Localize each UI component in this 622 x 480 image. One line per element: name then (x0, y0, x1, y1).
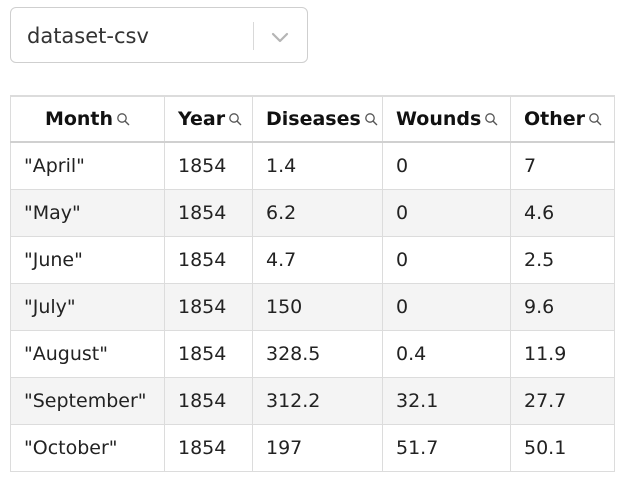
cell-wounds: 0.4 (382, 330, 511, 378)
dataset-select-value: dataset-csv (27, 24, 149, 48)
search-icon[interactable] (484, 112, 498, 126)
cell-wounds: 51.7 (382, 424, 511, 472)
cell-diseases: 328.5 (252, 330, 383, 378)
table-row: "May" 1854 6.2 0 4.6 (10, 189, 615, 237)
cell-month: "July" (10, 283, 165, 331)
cell-diseases: 150 (252, 283, 383, 331)
cell-diseases: 1.4 (252, 141, 383, 190)
dataset-select[interactable]: dataset-csv (10, 7, 308, 63)
column-header-label: Month (44, 108, 114, 130)
search-icon[interactable] (588, 112, 602, 126)
cell-other: 7 (510, 141, 615, 190)
cell-diseases: 197 (252, 424, 383, 472)
column-header-label: Diseases (266, 108, 361, 130)
cell-diseases: 312.2 (252, 377, 383, 425)
header-row: Month Year Diseases Wounds Other (10, 95, 615, 143)
cell-other: 27.7 (510, 377, 615, 425)
search-icon[interactable] (116, 112, 130, 126)
column-header-month[interactable]: Month (10, 95, 165, 143)
cell-wounds: 0 (382, 283, 511, 331)
cell-wounds: 0 (382, 189, 511, 237)
table-row: "August" 1854 328.5 0.4 11.9 (10, 330, 615, 378)
select-divider (253, 22, 254, 50)
cell-month: "October" (10, 424, 165, 472)
table-row: "October" 1854 197 51.7 50.1 (10, 424, 615, 472)
cell-diseases: 4.7 (252, 236, 383, 284)
cell-other: 2.5 (510, 236, 615, 284)
table-row: "June" 1854 4.7 0 2.5 (10, 236, 615, 284)
data-table: Month Year Diseases Wounds Other "April"… (10, 95, 615, 472)
column-header-label: Wounds (396, 108, 482, 130)
cell-other: 50.1 (510, 424, 615, 472)
column-header-label: Other (524, 108, 586, 130)
column-header-other[interactable]: Other (510, 95, 615, 143)
column-header-year[interactable]: Year (164, 95, 253, 143)
cell-month: "August" (10, 330, 165, 378)
search-icon[interactable] (228, 112, 242, 126)
cell-year: 1854 (164, 189, 253, 237)
cell-month: "June" (10, 236, 165, 284)
cell-month: "April" (10, 141, 165, 190)
cell-diseases: 6.2 (252, 189, 383, 237)
cell-year: 1854 (164, 377, 253, 425)
cell-year: 1854 (164, 283, 253, 331)
cell-year: 1854 (164, 424, 253, 472)
table-row: "April" 1854 1.4 0 7 (10, 141, 615, 190)
column-header-wounds[interactable]: Wounds (382, 95, 511, 143)
cell-year: 1854 (164, 236, 253, 284)
cell-wounds: 0 (382, 236, 511, 284)
table-row: "July" 1854 150 0 9.6 (10, 283, 615, 331)
table-row: "September" 1854 312.2 32.1 27.7 (10, 377, 615, 425)
cell-other: 9.6 (510, 283, 615, 331)
search-icon[interactable] (364, 112, 378, 126)
column-header-label: Year (178, 108, 226, 130)
cell-other: 4.6 (510, 189, 615, 237)
cell-month: "September" (10, 377, 165, 425)
chevron-down-icon[interactable] (267, 24, 293, 50)
cell-year: 1854 (164, 141, 253, 190)
column-header-diseases[interactable]: Diseases (252, 95, 383, 143)
cell-other: 11.9 (510, 330, 615, 378)
cell-wounds: 32.1 (382, 377, 511, 425)
cell-month: "May" (10, 189, 165, 237)
cell-wounds: 0 (382, 141, 511, 190)
cell-year: 1854 (164, 330, 253, 378)
